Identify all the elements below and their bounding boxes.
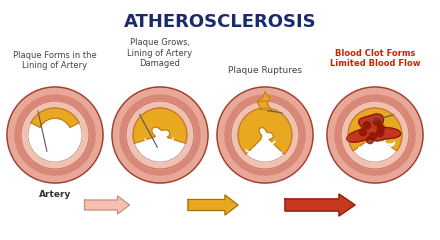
Text: Plaque Grows,
Lining of Artery
Damaged: Plaque Grows, Lining of Artery Damaged bbox=[128, 38, 193, 68]
Circle shape bbox=[133, 108, 187, 162]
Polygon shape bbox=[347, 114, 401, 142]
Circle shape bbox=[367, 137, 374, 144]
Polygon shape bbox=[257, 92, 272, 111]
Circle shape bbox=[28, 108, 82, 162]
Polygon shape bbox=[348, 108, 402, 151]
Circle shape bbox=[217, 87, 313, 183]
Circle shape bbox=[7, 87, 103, 183]
Circle shape bbox=[370, 133, 377, 140]
Polygon shape bbox=[188, 195, 238, 215]
Circle shape bbox=[378, 125, 385, 132]
Text: Plaque Ruptures: Plaque Ruptures bbox=[228, 66, 302, 75]
Circle shape bbox=[377, 130, 384, 137]
Circle shape bbox=[327, 87, 423, 183]
Circle shape bbox=[348, 108, 402, 162]
Text: Plaque Forms in the
Lining of Artery: Plaque Forms in the Lining of Artery bbox=[13, 51, 97, 70]
Circle shape bbox=[335, 95, 415, 175]
Circle shape bbox=[374, 119, 381, 126]
Circle shape bbox=[238, 108, 292, 162]
Polygon shape bbox=[31, 108, 79, 127]
Text: Artery: Artery bbox=[39, 190, 71, 199]
Circle shape bbox=[363, 122, 370, 129]
Circle shape bbox=[120, 95, 200, 175]
Circle shape bbox=[126, 101, 194, 169]
Polygon shape bbox=[238, 108, 292, 154]
Text: Blood Clot Forms
Limited Blood Flow: Blood Clot Forms Limited Blood Flow bbox=[330, 48, 420, 68]
Text: ATHEROSCLEROSIS: ATHEROSCLEROSIS bbox=[124, 13, 316, 31]
Polygon shape bbox=[133, 108, 187, 143]
Circle shape bbox=[21, 101, 89, 169]
Circle shape bbox=[225, 95, 305, 175]
Circle shape bbox=[341, 101, 409, 169]
Circle shape bbox=[15, 95, 95, 175]
Polygon shape bbox=[285, 194, 355, 216]
Circle shape bbox=[359, 129, 367, 136]
Circle shape bbox=[231, 101, 299, 169]
Polygon shape bbox=[84, 196, 129, 214]
Circle shape bbox=[112, 87, 208, 183]
